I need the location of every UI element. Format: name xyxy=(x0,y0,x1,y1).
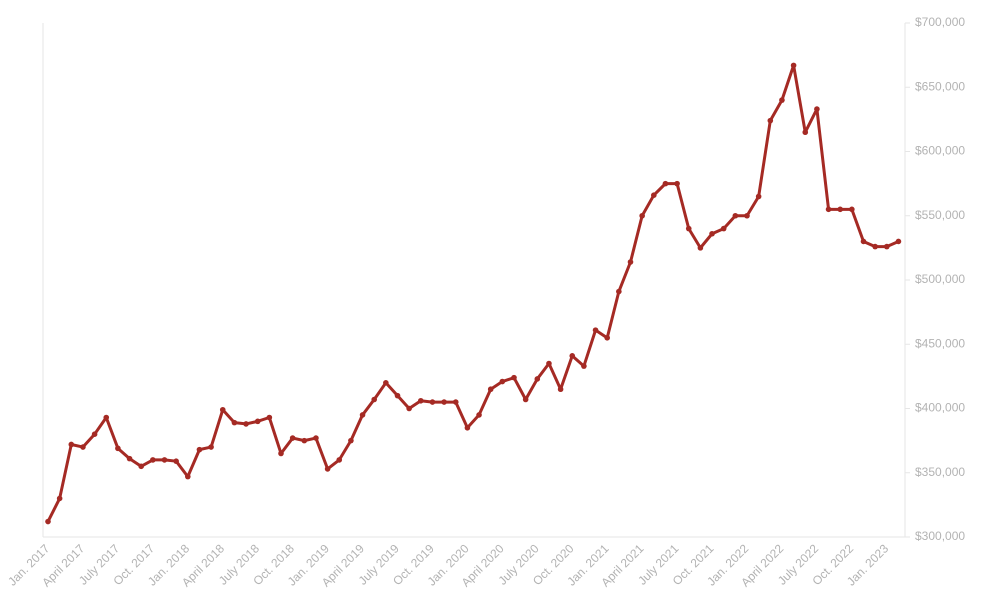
point xyxy=(557,386,564,393)
point xyxy=(639,212,645,219)
point xyxy=(196,446,203,453)
y-tick-label: $300,000 xyxy=(915,529,965,543)
point xyxy=(441,399,447,405)
point xyxy=(662,180,669,187)
point xyxy=(371,396,378,403)
point xyxy=(231,419,238,426)
point xyxy=(895,238,902,245)
point xyxy=(313,435,319,441)
y-tick-label: $650,000 xyxy=(915,79,965,93)
point xyxy=(487,386,494,393)
point xyxy=(522,396,529,403)
point xyxy=(289,435,296,441)
point xyxy=(138,463,144,470)
point xyxy=(511,374,517,381)
point xyxy=(301,437,308,444)
point xyxy=(837,206,843,213)
y-tick-label: $350,000 xyxy=(915,465,965,479)
point xyxy=(767,117,774,124)
point xyxy=(406,405,412,412)
point xyxy=(860,238,867,245)
point xyxy=(849,206,855,213)
point xyxy=(674,180,680,187)
point xyxy=(779,97,785,103)
point xyxy=(243,421,249,427)
point xyxy=(359,412,366,418)
point xyxy=(266,414,273,421)
point xyxy=(814,106,820,112)
point xyxy=(732,212,739,219)
point xyxy=(872,243,878,250)
point xyxy=(418,397,424,404)
point xyxy=(790,62,797,69)
point xyxy=(80,444,86,450)
point xyxy=(604,335,610,341)
point xyxy=(219,406,226,413)
y-tick-label: $600,000 xyxy=(915,144,965,158)
y-tick-label: $550,000 xyxy=(915,208,965,222)
point xyxy=(115,445,121,452)
point xyxy=(278,450,284,457)
point xyxy=(336,457,343,463)
point xyxy=(476,412,482,418)
point xyxy=(709,230,715,237)
y-tick-label: $500,000 xyxy=(915,272,965,286)
point xyxy=(534,376,541,382)
point xyxy=(744,212,750,219)
point xyxy=(173,458,179,464)
point xyxy=(150,457,156,463)
point xyxy=(825,206,832,213)
point xyxy=(91,431,98,438)
y-tick-label: $400,000 xyxy=(915,401,965,415)
point xyxy=(651,192,657,198)
line xyxy=(46,63,900,523)
point xyxy=(161,457,168,463)
point xyxy=(383,380,389,386)
point xyxy=(45,518,51,525)
point xyxy=(802,129,809,136)
y-tick-label: $450,000 xyxy=(915,336,965,350)
point xyxy=(884,243,890,250)
point xyxy=(464,424,471,431)
point xyxy=(616,288,622,295)
point xyxy=(348,437,354,444)
point xyxy=(68,441,75,448)
point xyxy=(581,363,587,369)
point xyxy=(569,353,576,359)
point xyxy=(720,225,727,232)
point xyxy=(499,378,506,385)
point xyxy=(755,193,762,200)
point xyxy=(254,418,261,425)
point xyxy=(452,399,459,405)
point xyxy=(185,473,191,480)
point xyxy=(103,414,110,421)
point xyxy=(208,444,214,450)
point xyxy=(56,495,63,502)
point xyxy=(546,360,552,367)
point xyxy=(126,455,133,462)
point xyxy=(627,259,634,265)
point xyxy=(592,327,599,333)
y-tick-label: $700,000 xyxy=(915,15,965,29)
point xyxy=(697,245,704,251)
point xyxy=(394,392,401,399)
point xyxy=(685,225,692,232)
point xyxy=(324,466,331,472)
point xyxy=(429,399,436,405)
